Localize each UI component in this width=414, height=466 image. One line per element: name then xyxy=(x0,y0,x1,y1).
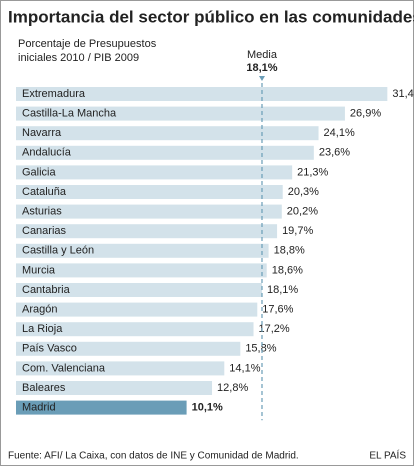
value-label: 20,3% xyxy=(288,186,319,198)
category-label: Castilla-La Mancha xyxy=(22,108,117,120)
category-label: Galicia xyxy=(22,166,57,178)
value-label: 26,9% xyxy=(350,108,381,120)
bar xyxy=(16,224,278,239)
value-label: 17,6% xyxy=(262,304,293,316)
category-label: Cataluña xyxy=(22,186,67,198)
category-label: Murcia xyxy=(22,264,56,276)
category-label: Extremadura xyxy=(22,88,86,100)
publisher: EL PAÍS xyxy=(369,449,406,462)
value-label: 18,1% xyxy=(267,284,298,296)
chart-title: Importancia del sector público en las co… xyxy=(8,7,414,26)
value-label: 19,7% xyxy=(282,225,313,237)
category-label: Castilla y León xyxy=(22,245,94,257)
bar xyxy=(16,87,388,101)
category-label: Madrid xyxy=(22,402,56,414)
category-label: La Rioja xyxy=(22,323,63,335)
value-label: 12,8% xyxy=(217,382,248,394)
category-label: Navarra xyxy=(22,127,62,139)
category-label: Asturias xyxy=(22,206,62,218)
bar xyxy=(16,263,267,278)
bar xyxy=(16,165,293,180)
bar xyxy=(16,302,258,317)
bar xyxy=(16,361,225,376)
bar xyxy=(16,204,282,219)
value-label: 18,6% xyxy=(272,264,303,276)
source: Fuente: AFI/ La Caixa, con datos de INE … xyxy=(8,451,299,462)
bar xyxy=(16,185,283,199)
value-label: 17,2% xyxy=(259,323,290,335)
subtitle: Porcentaje de Presupuestos xyxy=(18,38,157,50)
bar xyxy=(16,243,269,258)
value-label: 10,1% xyxy=(192,402,223,414)
value-label: 21,3% xyxy=(297,166,328,178)
subtitle: iniciales 2010 / PIB 2009 xyxy=(18,52,139,64)
bar xyxy=(16,106,345,121)
bar xyxy=(16,145,314,160)
value-label: 31,4% xyxy=(392,88,414,100)
value-label: 24,1% xyxy=(324,127,355,139)
value-label: 14,1% xyxy=(229,362,260,374)
bar xyxy=(16,341,241,356)
category-label: País Vasco xyxy=(22,343,77,355)
category-label: Com. Valenciana xyxy=(22,362,106,374)
category-label: Baleares xyxy=(22,382,66,394)
bar xyxy=(16,126,319,141)
bar xyxy=(16,400,187,415)
value-label: 23,6% xyxy=(319,147,350,159)
value-label: 15,8% xyxy=(245,343,276,355)
bar xyxy=(16,322,254,337)
category-label: Canarias xyxy=(22,225,67,237)
category-label: Andalucía xyxy=(22,147,72,159)
category-label: Cantabria xyxy=(22,284,71,296)
bar xyxy=(16,283,262,297)
category-label: Aragón xyxy=(22,304,57,316)
bar xyxy=(16,381,213,395)
mean-label: Media xyxy=(247,49,278,61)
mean-value-label: 18,1% xyxy=(246,62,277,74)
value-label: 18,8% xyxy=(274,245,305,257)
mean-arrow xyxy=(258,76,265,81)
value-label: 20,2% xyxy=(287,206,318,218)
